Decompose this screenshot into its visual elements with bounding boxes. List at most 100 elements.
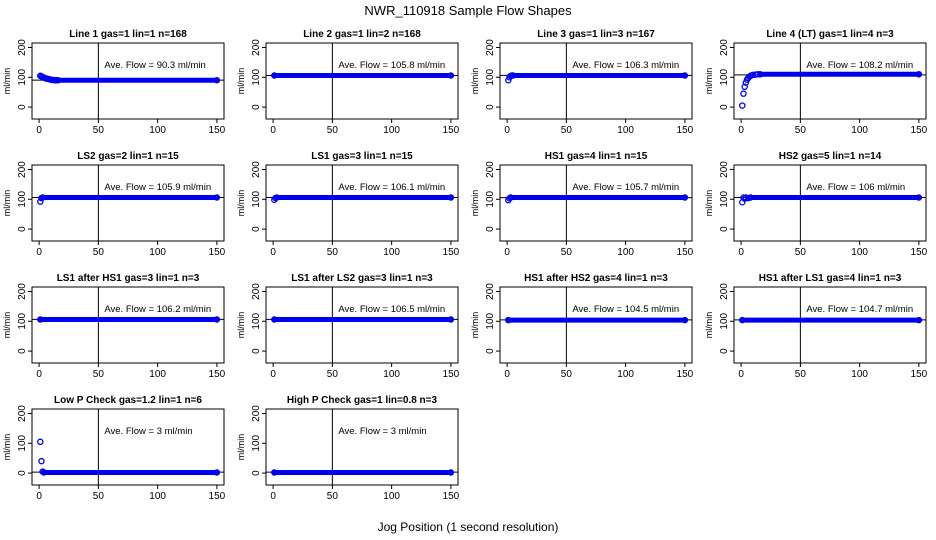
plot-frame (265, 164, 459, 242)
x-tick-label: 50 (327, 491, 339, 502)
x-tick-label: 50 (327, 247, 339, 258)
x-tick-label: 150 (911, 247, 928, 258)
panel-10: LS1 after LS2 gas=3 lin=1 n=3 ml/min 0 50 10… (236, 273, 460, 380)
panel-title: LS1 after HS1 gas=3 lin=1 n=3 (57, 273, 200, 284)
plot-frame (499, 286, 693, 364)
x-tick-label: 0 (504, 125, 510, 136)
x-tick-label: 100 (383, 369, 400, 380)
data-point (213, 469, 221, 476)
x-tick-label: 150 (209, 491, 226, 502)
x-tick-label: 50 (795, 125, 807, 136)
y-axis-label: ml/min (236, 68, 246, 95)
data-point (40, 469, 48, 476)
x-tick-label: 150 (911, 369, 928, 380)
plot-frame (733, 164, 927, 242)
y-axis-label: ml/min (236, 312, 246, 339)
x-tick-label: 150 (443, 125, 460, 136)
y-axis-label: ml/min (2, 312, 12, 339)
x-tick-label: 50 (561, 247, 573, 258)
plot-frame (31, 408, 225, 486)
data-point (756, 71, 764, 78)
y-tick-label: 200 (17, 283, 28, 300)
plot-frame (31, 164, 225, 242)
data-point (507, 194, 514, 201)
x-tick-label: 150 (443, 491, 460, 502)
data-point (681, 72, 689, 79)
y-tick-label: 200 (719, 283, 730, 300)
x-tick-label: 100 (149, 125, 166, 136)
x-tick-label: 0 (36, 125, 42, 136)
x-tick-label: 100 (383, 491, 400, 502)
y-tick-label: 200 (719, 39, 730, 56)
panel-title: LS1 gas=3 lin=1 n=15 (311, 151, 413, 162)
y-tick-label: 100 (17, 312, 28, 329)
panel-title: HS2 gas=5 lin=1 n=14 (779, 151, 882, 162)
data-point (509, 72, 517, 79)
data-point (273, 194, 280, 201)
panel-9: LS1 after HS1 gas=3 lin=1 n=3 ml/min 0 50 10… (2, 273, 226, 380)
panel-11: HS1 after HS2 gas=4 lin=1 n=3 ml/min 0 50 10… (470, 273, 694, 380)
x-tick-label: 150 (911, 125, 928, 136)
data-point (739, 316, 746, 324)
y-tick-label: 100 (719, 68, 730, 85)
y-axis-label: ml/min (2, 68, 12, 95)
x-tick-label: 50 (795, 247, 807, 258)
panel-title: Low P Check gas=1.2 lin=1 n=6 (54, 395, 202, 406)
y-tick-label: 0 (719, 104, 730, 110)
x-tick-label: 150 (677, 125, 694, 136)
x-tick-label: 0 (270, 369, 276, 380)
y-tick-label: 200 (17, 405, 28, 422)
x-tick-label: 100 (383, 125, 400, 136)
y-axis-label: ml/min (236, 190, 246, 217)
average-flow-annotation: Ave. Flow = 106.3 ml/min (572, 60, 679, 71)
x-tick-label: 100 (617, 247, 634, 258)
x-tick-label: 50 (561, 125, 573, 136)
y-tick-label: 100 (251, 434, 262, 451)
x-tick-label: 50 (93, 125, 105, 136)
y-tick-label: 100 (719, 190, 730, 207)
panel-2: Line 2 gas=1 lin=2 n=168 ml/min 0 50 100 150 0… (236, 29, 460, 136)
y-tick-label: 0 (485, 348, 496, 354)
panel-8: HS2 gas=5 lin=1 n=14 ml/min 0 50 100 150 0 100 2… (704, 151, 928, 258)
panel-title: Line 1 gas=1 lin=1 n=168 (69, 29, 187, 40)
data-point (213, 316, 221, 323)
panel-title: High P Check gas=1 lin=0.8 n=3 (287, 395, 438, 406)
y-axis-label: ml/min (470, 68, 480, 95)
panel-title: Line 4 (LT) gas=1 lin=4 n=3 (766, 29, 894, 40)
y-tick-label: 100 (251, 312, 262, 329)
x-tick-label: 150 (677, 369, 694, 380)
y-tick-label: 0 (251, 104, 262, 110)
x-tick-label: 100 (383, 247, 400, 258)
y-tick-label: 0 (251, 470, 262, 476)
panel-title: HS1 gas=4 lin=1 n=15 (545, 151, 648, 162)
y-tick-label: 200 (251, 283, 262, 300)
plot-frame (265, 408, 459, 486)
panel-title: Line 2 gas=1 lin=2 n=168 (303, 29, 421, 40)
x-tick-label: 50 (561, 369, 573, 380)
x-tick-label: 50 (93, 247, 105, 258)
y-tick-label: 100 (17, 190, 28, 207)
x-tick-label: 100 (851, 125, 868, 136)
y-axis-label: ml/min (470, 312, 480, 339)
data-point (681, 194, 689, 201)
figure-title: NWR_110918 Sample Flow Shapes (364, 3, 572, 18)
y-tick-label: 0 (485, 226, 496, 232)
y-tick-label: 100 (485, 68, 496, 85)
data-point (38, 457, 45, 465)
x-tick-label: 100 (149, 247, 166, 258)
data-point (447, 72, 455, 79)
panel-1: Line 1 gas=1 lin=1 n=168 ml/min 0 50 100 150 0… (2, 29, 226, 136)
plot-frame (31, 286, 225, 364)
y-tick-label: 100 (17, 68, 28, 85)
data-point (747, 194, 754, 201)
x-tick-label: 0 (36, 491, 42, 502)
data-point (741, 195, 748, 202)
x-tick-label: 100 (851, 369, 868, 380)
data-point (213, 194, 221, 201)
panel-title: Line 3 gas=1 lin=3 n=167 (537, 29, 655, 40)
data-point (741, 83, 748, 91)
data-point (37, 438, 44, 446)
average-flow-annotation: Ave. Flow = 106.1 ml/min (338, 182, 445, 193)
y-axis-label: ml/min (704, 68, 714, 95)
